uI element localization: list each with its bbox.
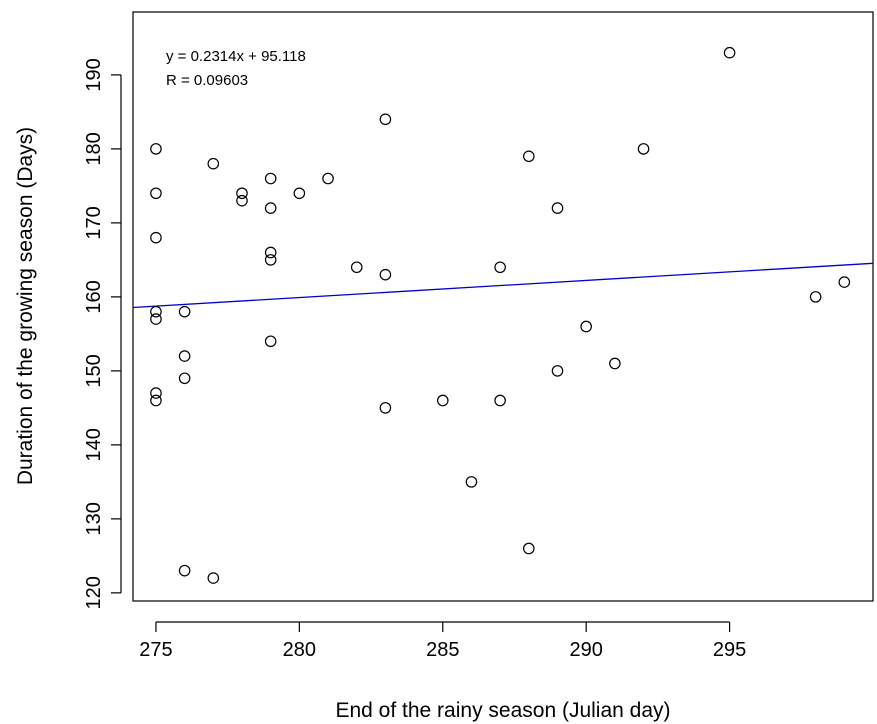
data-point (838, 276, 851, 288)
data-point (150, 387, 162, 399)
data-point (150, 143, 162, 155)
data-point (236, 194, 248, 207)
equation-annotation: y = 0.2314x + 95.118 (166, 48, 306, 65)
data-point (580, 320, 592, 333)
data-point (436, 394, 449, 407)
data-point (264, 254, 277, 266)
data-point (178, 564, 191, 577)
data-point (178, 350, 191, 362)
data-point (551, 202, 564, 214)
data-point (150, 394, 162, 407)
data-point (264, 172, 277, 185)
data-point (379, 113, 392, 126)
y-axis-title: Duration of the growing season (Days) (14, 127, 37, 485)
data-point (551, 365, 564, 377)
data-point (379, 402, 392, 414)
data-point (465, 476, 478, 488)
trendline (132, 262, 874, 309)
data-point (379, 268, 392, 281)
x-tick-label: 295 (713, 639, 746, 661)
data-point (178, 305, 191, 318)
x-axis: 275 280 285 290 295 (139, 621, 746, 661)
data-point (150, 313, 162, 325)
x-tick-label: 290 (569, 639, 602, 661)
y-tick-label: 140 (83, 428, 105, 461)
trendline-layer (132, 262, 874, 309)
data-point (264, 202, 277, 214)
data-point (293, 187, 306, 200)
r-annotation: R = 0.09603 (166, 72, 248, 89)
data-point (494, 394, 506, 407)
x-tick-label: 285 (426, 639, 459, 661)
data-point (150, 231, 162, 244)
y-tick-label: 160 (83, 280, 105, 313)
y-tick-label: 150 (83, 354, 105, 387)
data-point (264, 335, 277, 348)
data-point (723, 46, 736, 59)
x-tick-label: 275 (139, 639, 172, 661)
data-point (523, 150, 535, 163)
data-point (207, 157, 220, 170)
y-axis: 120 130 140 150 160 170 180 190 (83, 58, 122, 610)
plot-frame (132, 11, 874, 602)
data-point (264, 246, 277, 259)
data-point (609, 357, 621, 370)
data-point (523, 542, 535, 555)
y-tick-label: 190 (83, 58, 105, 91)
data-point (150, 187, 162, 200)
data-point (150, 305, 162, 318)
data-point (637, 143, 650, 155)
y-tick-label: 130 (83, 502, 105, 535)
y-tick-label: 170 (83, 206, 105, 239)
data-point (350, 261, 363, 274)
data-point (236, 187, 248, 200)
x-axis-title: End of the rainy season (Julian day) (335, 699, 670, 722)
points-layer (150, 46, 851, 584)
x-tick-label: 280 (283, 639, 316, 661)
data-point (809, 291, 822, 303)
y-tick-label: 120 (83, 576, 105, 609)
data-point (494, 261, 506, 274)
data-point (207, 572, 220, 584)
y-tick-label: 180 (83, 132, 105, 165)
data-point (178, 372, 191, 385)
data-point (322, 172, 334, 185)
